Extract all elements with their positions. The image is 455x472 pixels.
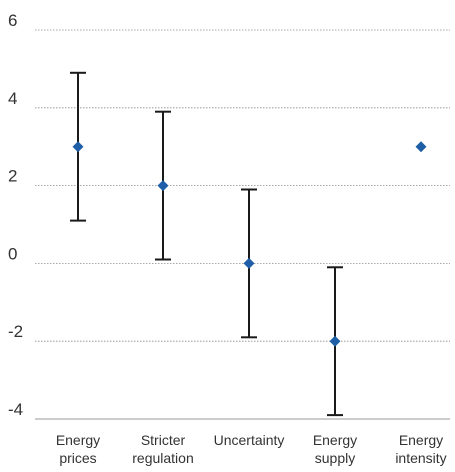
x-category-label: Energy intensity: [395, 432, 446, 466]
data-point: [415, 141, 427, 153]
x-category-label: Stricter regulation: [132, 432, 194, 466]
data-point: [157, 180, 169, 192]
x-category-label: Uncertainty: [214, 432, 285, 448]
y-tick-label: -4: [8, 400, 23, 419]
data-point: [72, 141, 84, 153]
data-point: [329, 335, 341, 347]
data-point: [243, 257, 255, 269]
x-category-label: Energy supply: [313, 432, 357, 466]
y-tick-label: -2: [8, 322, 23, 341]
grid: [35, 29, 450, 342]
x-axis-category-labels: Energy prices Stricter regulation Uncertaint…: [56, 432, 447, 466]
y-axis-tick-labels: 6 4 2 0 -2 -4: [8, 11, 23, 419]
error-bars: [70, 71, 343, 417]
y-tick-label: 2: [8, 167, 17, 186]
x-category-label: Energy prices: [56, 432, 100, 466]
y-tick-label: 0: [8, 244, 17, 263]
y-tick-label: 4: [8, 89, 17, 108]
y-tick-label: 6: [8, 11, 17, 30]
data-points: [72, 141, 427, 347]
